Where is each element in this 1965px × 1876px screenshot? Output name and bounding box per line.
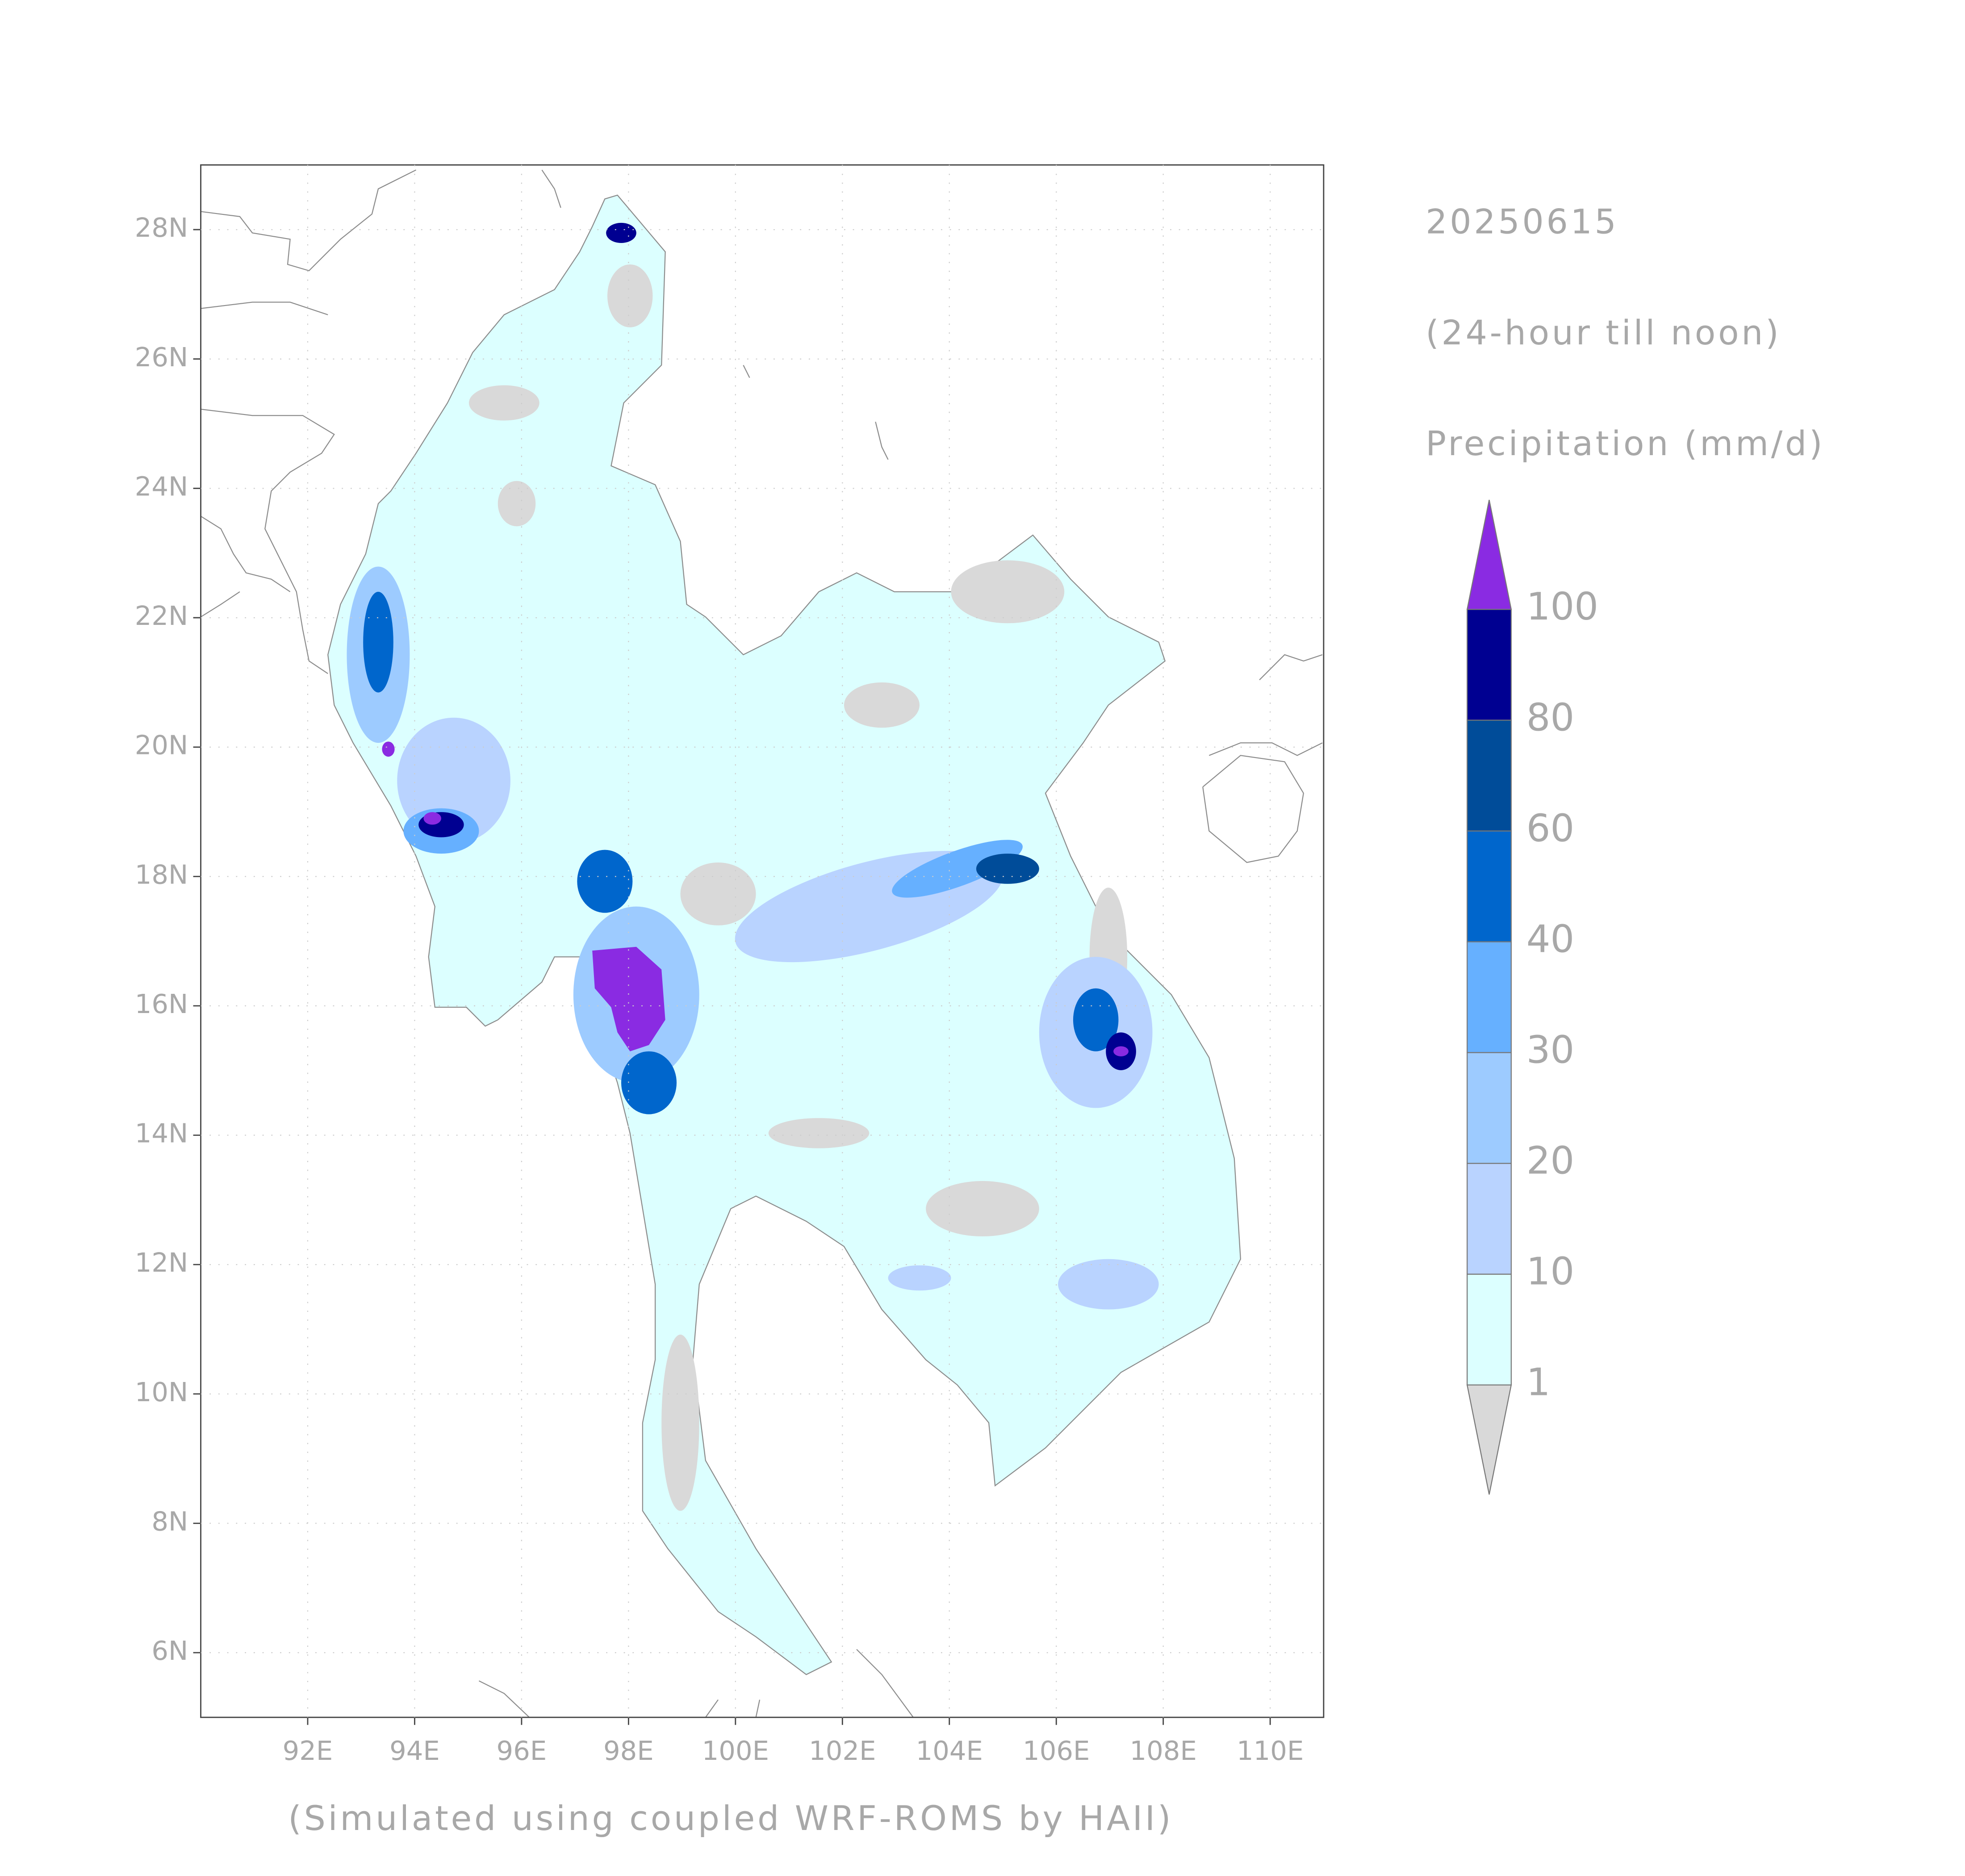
- coastline: [200, 169, 1323, 1718]
- colorbar-box: [1467, 720, 1512, 832]
- x-tick-label: 94E: [389, 1735, 440, 1766]
- heavy-rain-patch: [382, 741, 395, 757]
- colorbar-label: 80: [1526, 695, 1575, 739]
- y-tick-label: 10N: [135, 1377, 188, 1407]
- y-tick-label: 22N: [135, 600, 188, 631]
- x-tick-label: 98E: [603, 1735, 654, 1766]
- dry-patch: [468, 385, 539, 421]
- y-tick-label: 8N: [151, 1506, 188, 1537]
- colorbar-label: 60: [1526, 806, 1575, 850]
- rain-patch: [892, 840, 1023, 898]
- colorbar-box: [1467, 830, 1512, 942]
- y-tick-label: 6N: [151, 1635, 188, 1666]
- dry-patch: [926, 1181, 1039, 1237]
- colorbar-box: [1467, 1273, 1512, 1386]
- variable-label: Precipitation (mm/d): [1426, 423, 1825, 463]
- dry-patch: [661, 1334, 699, 1511]
- y-tick-label: 24N: [135, 471, 188, 502]
- y-tick-label: 14N: [135, 1118, 188, 1149]
- y-tick-label: 20N: [135, 730, 188, 761]
- period-label: (24-hour till noon): [1426, 313, 1781, 352]
- colorbar-label: 10: [1526, 1250, 1575, 1294]
- colorbar-label: 1: [1526, 1361, 1551, 1404]
- x-tick-label: 110E: [1237, 1735, 1304, 1766]
- rain-patch: [888, 1265, 951, 1291]
- rain-patch: [621, 1051, 677, 1114]
- map: [200, 169, 1323, 1718]
- colorbar-box: [1467, 1052, 1512, 1164]
- colorbar-under: [1466, 1384, 1512, 1495]
- colorbar-box: [1467, 1163, 1512, 1275]
- x-tick-label: 96E: [497, 1735, 547, 1766]
- rain-patch: [577, 850, 633, 913]
- colorbar-box: [1467, 609, 1512, 721]
- dry-patch: [680, 862, 756, 925]
- x-tick-label: 104E: [916, 1735, 983, 1766]
- colorbar-label: 100: [1526, 585, 1598, 628]
- colorbar-over: [1466, 499, 1512, 610]
- colorbar-box: [1467, 941, 1512, 1053]
- dry-patch: [951, 560, 1065, 624]
- heavy-rain-patch: [592, 946, 665, 1051]
- y-tick-label: 18N: [135, 859, 188, 890]
- dry-patch: [607, 264, 653, 327]
- x-tick-label: 100E: [702, 1735, 769, 1766]
- dry-patch: [768, 1118, 870, 1148]
- x-tick-label: 108E: [1130, 1735, 1197, 1766]
- colorbar-label: 40: [1526, 917, 1575, 961]
- rain-patch: [606, 222, 636, 243]
- dry-patch: [498, 481, 536, 527]
- y-tick-label: 28N: [135, 212, 188, 243]
- rain-patch: [363, 591, 393, 693]
- colorbar-label: 30: [1526, 1028, 1575, 1072]
- rain-patch: [976, 854, 1039, 884]
- source-note: (Simulated using coupled WRF-ROMS by HAI…: [288, 1798, 1173, 1838]
- date-label: 20250615: [1426, 202, 1618, 242]
- y-tick-label: 12N: [135, 1247, 188, 1278]
- y-tick-label: 26N: [135, 342, 188, 373]
- heavy-rain-patch: [1113, 1046, 1129, 1056]
- rain-patch: [1058, 1259, 1159, 1310]
- y-tick-label: 16N: [135, 988, 188, 1019]
- x-tick-label: 102E: [809, 1735, 876, 1766]
- rain-patch: [1073, 988, 1119, 1051]
- dry-patch: [844, 682, 920, 728]
- x-tick-label: 106E: [1023, 1735, 1090, 1766]
- heavy-rain-patch: [423, 812, 441, 825]
- x-tick-label: 92E: [283, 1735, 333, 1766]
- map-frame: [200, 164, 1325, 1718]
- colorbar-label: 20: [1526, 1139, 1575, 1183]
